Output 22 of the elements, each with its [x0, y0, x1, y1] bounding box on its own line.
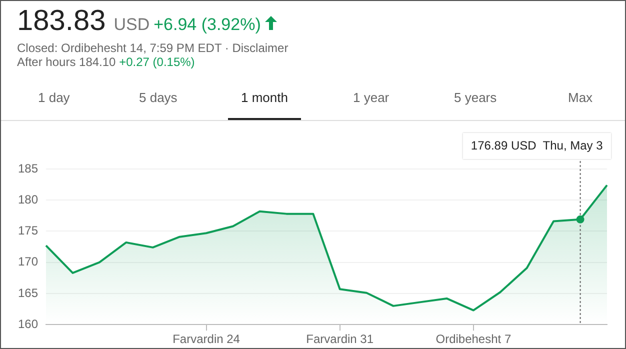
y-tick-label: 160: [18, 316, 38, 331]
x-tick-label: Farvardin 24: [172, 332, 240, 346]
text: USD: [114, 15, 150, 34]
text: Max: [568, 90, 593, 105]
y-tick-label: 185: [18, 161, 38, 176]
text: 1 month: [241, 90, 288, 105]
x-tick-label: Farvardin 31: [306, 332, 374, 346]
text: After hours 184.10: [17, 55, 116, 69]
text: 1 year: [353, 90, 390, 105]
text: +6.94 (3.92%): [154, 15, 261, 34]
text: 5 years: [454, 90, 497, 105]
text: 176.89 USD Thu, May 3: [470, 138, 604, 152]
text: 5 days: [139, 90, 178, 105]
y-tick-label: 165: [18, 286, 38, 300]
chart-title: 183.83: [17, 5, 106, 37]
text: 1 day: [38, 90, 70, 105]
y-tick-label: 170: [18, 254, 38, 269]
y-tick-label: 180: [18, 192, 38, 206]
y-tick-label: 175: [18, 224, 38, 238]
text: +0.27 (0.15%): [119, 55, 195, 69]
x-tick-label: Ordibehesht 7: [436, 332, 512, 346]
text: Closed: Ordibehesht 14, 7:59 PM EDT · Disclaimer: [17, 41, 288, 55]
